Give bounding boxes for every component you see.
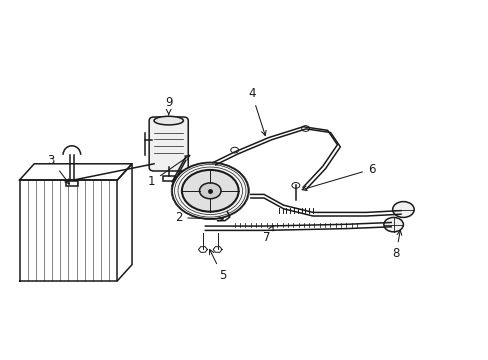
Bar <box>66 181 78 186</box>
Circle shape <box>392 202 413 217</box>
Circle shape <box>291 183 299 188</box>
Text: 9: 9 <box>164 96 172 115</box>
Circle shape <box>182 170 238 212</box>
Bar <box>163 176 174 181</box>
Text: 8: 8 <box>391 230 401 260</box>
Text: 4: 4 <box>247 87 265 136</box>
Circle shape <box>383 217 403 232</box>
Text: 7: 7 <box>262 225 273 244</box>
Text: 2: 2 <box>174 211 223 224</box>
Text: 5: 5 <box>209 249 226 282</box>
Circle shape <box>230 147 238 153</box>
Circle shape <box>199 183 221 199</box>
Text: 1: 1 <box>147 155 189 188</box>
Text: 6: 6 <box>302 163 375 190</box>
Circle shape <box>301 126 309 131</box>
Circle shape <box>172 163 248 219</box>
Text: 3: 3 <box>47 154 69 184</box>
Ellipse shape <box>154 116 183 125</box>
FancyBboxPatch shape <box>149 117 188 171</box>
